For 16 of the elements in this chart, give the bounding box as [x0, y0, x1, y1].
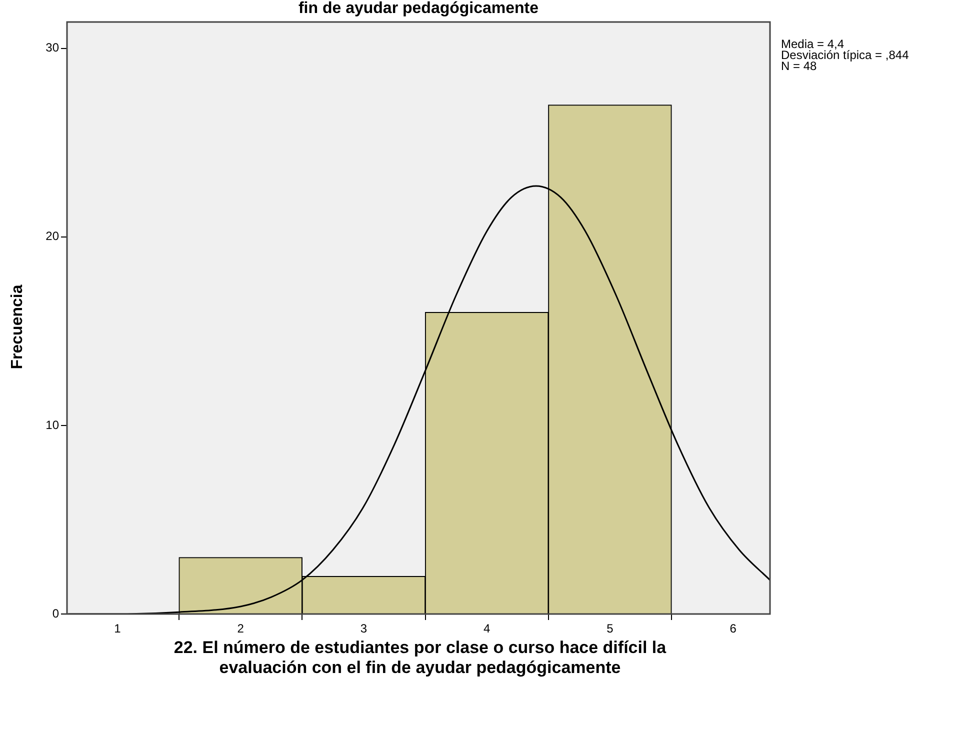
- x-tick-label: 2: [237, 622, 244, 636]
- y-tick-label: 10: [46, 418, 60, 432]
- y-tick-label: 30: [46, 40, 60, 55]
- y-axis-title: Frecuencia: [9, 284, 27, 372]
- x-tick-label: 3: [360, 622, 368, 636]
- text: N = 48: [781, 59, 817, 73]
- x-tick-label: 6: [730, 622, 737, 636]
- x-tick-label: 5: [606, 622, 614, 636]
- x-axis-title: 22. El número de estudiantes por clase o curso hace difícil la evaluación con el fin de ayudar pedagógicamente: [172, 638, 668, 678]
- x-tick-label: 1: [114, 622, 122, 636]
- y-tick-label: 0: [52, 606, 60, 620]
- x-tick-label: 4: [483, 622, 490, 636]
- chart-title: fin de ayudar pedagógicamente: [297, 0, 540, 18]
- y-tick-label: 20: [46, 229, 60, 244]
- text: Media = 4,4: [781, 37, 844, 51]
- text: Desviación típica = ,844: [781, 48, 909, 62]
